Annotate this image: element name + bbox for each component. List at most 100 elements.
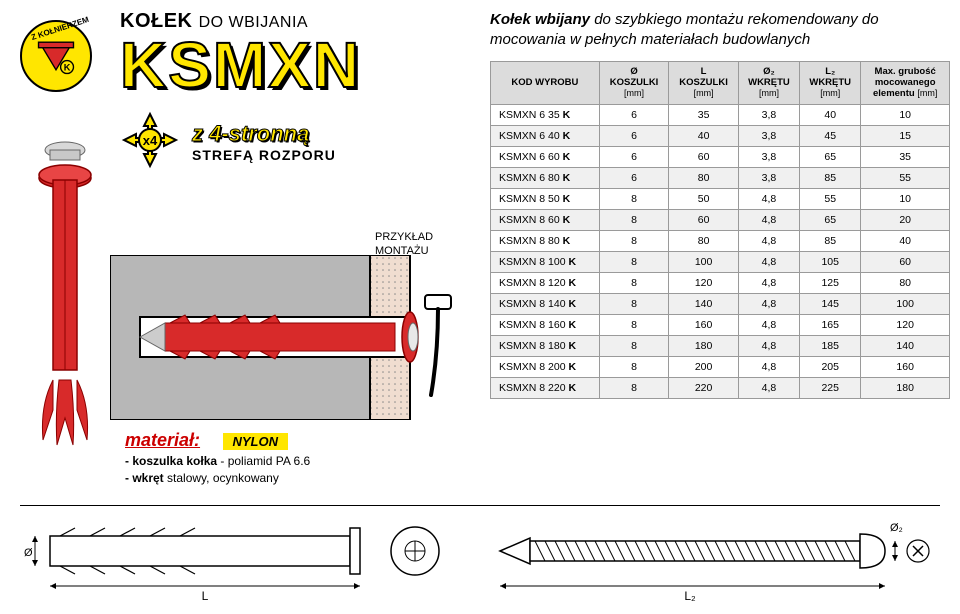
cell-code: KSMXN 8 120 K <box>491 272 600 293</box>
cell-l: 140 <box>669 293 739 314</box>
cell-l2: 125 <box>800 272 861 293</box>
svg-text:x4: x4 <box>143 133 158 148</box>
cell-d: 8 <box>599 230 669 251</box>
cell-code: KSMXN 8 160 K <box>491 314 600 335</box>
cell-t: 100 <box>861 293 950 314</box>
cell-d: 8 <box>599 356 669 377</box>
cell-code: KSMXN 6 35 K <box>491 104 600 125</box>
cell-l2: 85 <box>800 230 861 251</box>
cell-t: 35 <box>861 146 950 167</box>
cell-d2: 4,8 <box>738 188 799 209</box>
svg-text:L₂: L₂ <box>684 589 696 603</box>
cell-code: KSMXN 8 60 K <box>491 209 600 230</box>
col-l: LKOSZULKI[mm] <box>669 61 739 104</box>
cell-l2: 65 <box>800 146 861 167</box>
cell-d2: 4,8 <box>738 293 799 314</box>
cell-l: 200 <box>669 356 739 377</box>
arrows-4-icon: x4 <box>120 110 180 175</box>
cell-l2: 165 <box>800 314 861 335</box>
material-block: materiał: NYLON - koszulka kołka - polia… <box>125 430 310 485</box>
cell-code: KSMXN 8 200 K <box>491 356 600 377</box>
cell-t: 160 <box>861 356 950 377</box>
cell-l2: 205 <box>800 356 861 377</box>
cell-l: 60 <box>669 146 739 167</box>
cell-t: 40 <box>861 230 950 251</box>
cell-code: KSMXN 8 180 K <box>491 335 600 356</box>
cell-t: 15 <box>861 125 950 146</box>
cell-l2: 225 <box>800 377 861 398</box>
cell-d2: 4,8 <box>738 377 799 398</box>
cell-d2: 4,8 <box>738 230 799 251</box>
description: Kołek wbijany do szybkiego montażu rekom… <box>490 10 950 51</box>
cell-l: 60 <box>669 209 739 230</box>
table-row: KSMXN 6 40 K6403,84515 <box>491 125 950 146</box>
cell-t: 180 <box>861 377 950 398</box>
cell-l: 180 <box>669 335 739 356</box>
cell-l2: 45 <box>800 125 861 146</box>
nylon-badge: NYLON <box>223 433 289 450</box>
table-row: KSMXN 8 50 K8504,85510 <box>491 188 950 209</box>
cell-l: 80 <box>669 230 739 251</box>
install-diagram <box>110 255 460 425</box>
product-illustration <box>35 140 95 455</box>
brand-name: KSMXN <box>120 37 480 95</box>
cell-l2: 40 <box>800 104 861 125</box>
cell-code: KSMXN 6 60 K <box>491 146 600 167</box>
cell-d2: 3,8 <box>738 125 799 146</box>
feature-line1: z 4-stronną <box>192 121 336 147</box>
cell-l: 50 <box>669 188 739 209</box>
cell-t: 10 <box>861 104 950 125</box>
material-heading: materiał: <box>125 430 200 451</box>
cell-t: 140 <box>861 335 950 356</box>
table-row: KSMXN 8 220 K82204,8225180 <box>491 377 950 398</box>
cell-code: KSMXN 8 50 K <box>491 188 600 209</box>
sleeve-drawing: L Ø <box>20 516 450 606</box>
cell-code: KSMXN 8 220 K <box>491 377 600 398</box>
cell-t: 20 <box>861 209 950 230</box>
spec-table: KOD WYROBU ØKOSZULKI[mm] LKOSZULKI[mm] Ø… <box>490 61 950 399</box>
cell-l: 80 <box>669 167 739 188</box>
cell-code: KSMXN 6 80 K <box>491 167 600 188</box>
table-row: KSMXN 8 80 K8804,88540 <box>491 230 950 251</box>
cell-t: 60 <box>861 251 950 272</box>
cell-l: 40 <box>669 125 739 146</box>
cell-l: 160 <box>669 314 739 335</box>
cell-t: 80 <box>861 272 950 293</box>
cell-d2: 4,8 <box>738 272 799 293</box>
cell-d: 8 <box>599 377 669 398</box>
svg-text:K: K <box>64 63 71 73</box>
tech-drawings: L Ø <box>20 505 940 606</box>
table-row: KSMXN 8 180 K81804,8185140 <box>491 335 950 356</box>
table-row: KSMXN 8 100 K81004,810560 <box>491 251 950 272</box>
cell-d2: 4,8 <box>738 209 799 230</box>
cell-l: 100 <box>669 251 739 272</box>
cell-l2: 105 <box>800 251 861 272</box>
svg-text:L: L <box>202 589 209 603</box>
table-row: KSMXN 8 200 K82004,8205160 <box>491 356 950 377</box>
cell-l: 35 <box>669 104 739 125</box>
cell-l2: 55 <box>800 188 861 209</box>
cell-d: 6 <box>599 167 669 188</box>
cell-d2: 4,8 <box>738 356 799 377</box>
cell-l2: 85 <box>800 167 861 188</box>
table-row: KSMXN 8 60 K8604,86520 <box>491 209 950 230</box>
col-code: KOD WYROBU <box>491 61 600 104</box>
cell-l2: 65 <box>800 209 861 230</box>
cell-d2: 4,8 <box>738 314 799 335</box>
cell-code: KSMXN 8 140 K <box>491 293 600 314</box>
cell-l: 220 <box>669 377 739 398</box>
cell-d: 6 <box>599 146 669 167</box>
cell-d: 8 <box>599 251 669 272</box>
cell-l2: 145 <box>800 293 861 314</box>
cell-d: 8 <box>599 188 669 209</box>
cell-l2: 185 <box>800 335 861 356</box>
cell-d2: 3,8 <box>738 104 799 125</box>
col-d2: Ø₂WKRĘTU[mm] <box>738 61 799 104</box>
screw-drawing: L₂ Ø₂ <box>490 516 930 606</box>
cell-t: 120 <box>861 314 950 335</box>
table-row: KSMXN 6 60 K6603,86535 <box>491 146 950 167</box>
cell-d: 6 <box>599 125 669 146</box>
cell-d2: 3,8 <box>738 146 799 167</box>
cell-code: KSMXN 8 80 K <box>491 230 600 251</box>
cell-d2: 4,8 <box>738 335 799 356</box>
